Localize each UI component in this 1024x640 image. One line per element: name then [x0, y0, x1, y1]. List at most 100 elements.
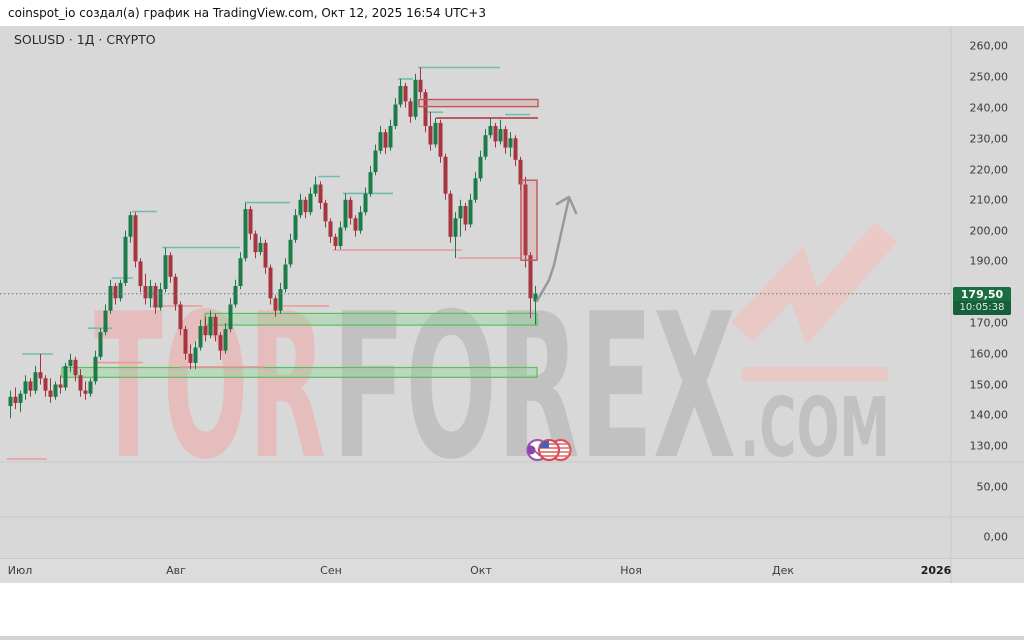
price-axis-label: 150,00 [969, 378, 1009, 392]
time-axis-label: Авг [166, 564, 186, 577]
candle-body [158, 289, 163, 308]
candle-body [143, 286, 148, 299]
us-flag-circle-icon [537, 438, 561, 462]
candle-body [243, 209, 248, 259]
candle-body [63, 366, 68, 388]
candle-body [308, 193, 313, 213]
candle-body [223, 329, 228, 351]
time-axis-label: Окт [470, 564, 492, 577]
candle-body [408, 101, 413, 117]
candle-body [533, 293, 538, 302]
demand-zone[interactable] [61, 366, 538, 378]
time-axis-label: 2026 [920, 564, 952, 577]
candle-body [478, 156, 483, 179]
candle-body [458, 206, 463, 219]
time-axis-label: Ноя [620, 564, 642, 577]
candle-body [178, 304, 183, 330]
candle-body [428, 126, 433, 145]
flags-sticker-icon[interactable] [526, 438, 572, 462]
time-axis-label: Июл [7, 564, 33, 577]
pane-dividers[interactable] [0, 26, 1024, 583]
price-badge-countdown: 10:05:38 [953, 301, 1011, 315]
candle-body [193, 347, 198, 363]
price-axis-label: 260,00 [969, 39, 1009, 53]
candle-body [213, 316, 218, 336]
candle-body [503, 129, 508, 148]
time-axis-label: Сен [320, 564, 342, 577]
arrow-shaft[interactable] [535, 196, 571, 303]
attribution-text: coinspot_io создал(а) график на TradingV… [8, 6, 486, 20]
supply-box[interactable] [520, 179, 538, 261]
candle-body [218, 335, 223, 351]
candle-body [368, 172, 373, 194]
candle-body [248, 209, 253, 234]
candle-body [23, 381, 28, 394]
candle-body [293, 215, 298, 240]
supply-boxes[interactable] [418, 98, 539, 261]
candle-body [463, 206, 468, 225]
candle-body [513, 138, 518, 160]
projection-arrow[interactable] [535, 195, 578, 303]
price-badge: 179,50 10:05:38 [953, 287, 1011, 315]
candle-body [148, 286, 153, 299]
price-axis-label: 170,00 [969, 316, 1009, 330]
arrow-head [555, 195, 578, 215]
bottom-edge-strip [0, 636, 1024, 640]
candle-body [353, 218, 358, 231]
candle-body [48, 390, 53, 397]
price-axis-label: 220,00 [969, 163, 1009, 177]
footer: TradingView [0, 583, 1024, 636]
candle-body [43, 378, 48, 391]
candle-body [18, 393, 23, 403]
price-axis-label: 130,00 [969, 439, 1009, 453]
candle-body [438, 122, 443, 157]
candle-body [88, 381, 93, 394]
candle-body [133, 215, 138, 262]
demand-zone[interactable] [204, 312, 538, 326]
candle-body [183, 329, 188, 354]
candle-body [28, 381, 33, 391]
candle-body [128, 215, 133, 237]
candle-body [233, 286, 238, 305]
price-axis-label: 160,00 [969, 347, 1009, 361]
candle-body [393, 104, 398, 126]
price-axis-label: 210,00 [969, 193, 1009, 207]
price-axis-label: 240,00 [969, 101, 1009, 115]
supply-box[interactable] [418, 98, 539, 108]
candle-body [453, 218, 458, 237]
candle-body [33, 372, 38, 391]
candle-body [498, 129, 503, 142]
candle-body [198, 326, 203, 348]
candle-body [358, 212, 363, 231]
watermark: TOR FOREX .COM [94, 222, 898, 504]
candle-body [168, 255, 173, 277]
price-axis-label: 140,00 [969, 408, 1009, 422]
candle-body [253, 233, 258, 253]
candle-body [328, 221, 333, 237]
candle-body [378, 132, 383, 151]
candle-body [338, 227, 343, 246]
price-axis-label: 230,00 [969, 132, 1009, 146]
watermark-zigzag-arrow [731, 222, 898, 346]
candle-body [13, 396, 18, 403]
candle-body [8, 396, 13, 406]
candle-body [283, 264, 288, 290]
candle-body [173, 276, 178, 305]
candle-body [413, 79, 418, 117]
demand-zones[interactable] [61, 312, 538, 378]
price-badge-value: 179,50 [960, 288, 1004, 301]
candle-body [153, 286, 158, 308]
candle-body [303, 199, 308, 213]
candle-body [258, 242, 263, 253]
candlestick-series[interactable] [8, 67, 538, 419]
candle-body [433, 122, 438, 145]
candle-body [163, 255, 168, 289]
candle-body [333, 236, 338, 246]
candle-body [58, 384, 63, 388]
candle-body [443, 156, 448, 194]
time-axis[interactable] [0, 558, 1024, 584]
candle-body [313, 184, 318, 194]
candle-body [528, 255, 533, 299]
candle-body [278, 289, 283, 311]
